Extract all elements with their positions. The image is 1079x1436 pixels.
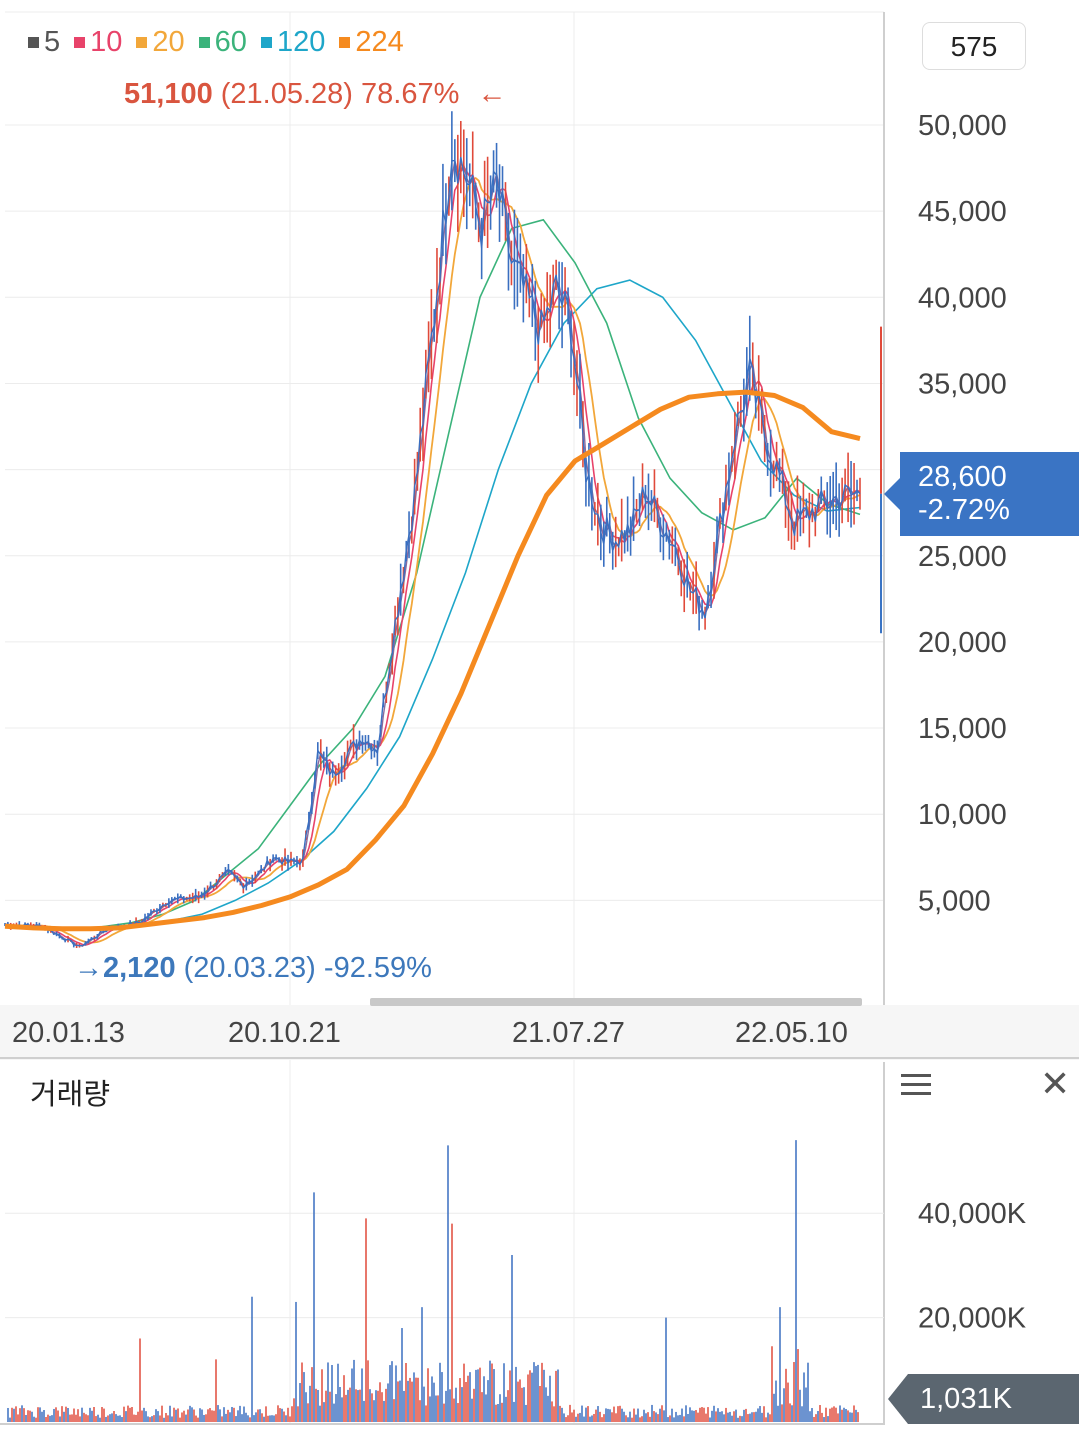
legend-item-20[interactable]: 20 [136, 26, 185, 58]
legend-swatch-icon [28, 37, 39, 48]
y-tick-label: 50,000 [918, 110, 1007, 142]
legend-label: 20 [152, 26, 185, 58]
legend-swatch-icon [74, 37, 86, 48]
legend-swatch-icon [198, 37, 210, 48]
high-annotation: 51,100 (21.05.28) 78.67% ← [124, 78, 506, 111]
low-pct: -92.59% [323, 952, 432, 984]
legend-item-224[interactable]: 224 [339, 26, 404, 58]
volume-tick-label: 40,000K [918, 1198, 1027, 1230]
high-price: 51,100 [124, 78, 213, 110]
x-tick-label: 20.10.21 [228, 1017, 341, 1049]
scrollbar [370, 998, 862, 1006]
volume-tick-label: 20,000K [918, 1303, 1027, 1335]
y-tick-label: 35,000 [918, 368, 1007, 400]
y-tick-label: 10,000 [918, 799, 1007, 831]
current-price: 28,600 [918, 461, 1007, 493]
current-change: -2.72% [918, 494, 1010, 526]
legend-item-5[interactable]: 5 [28, 26, 60, 58]
x-axis-band [0, 1005, 1079, 1060]
legend-label: 5 [44, 26, 61, 58]
ma-legend: 5 10 20 60 120 224 [28, 26, 418, 59]
left-arrow-icon: ← [477, 78, 507, 110]
legend-swatch-icon [136, 37, 148, 48]
legend-label: 120 [276, 26, 326, 58]
legend-swatch-icon [260, 37, 272, 48]
ma224-line [4, 389, 861, 932]
high-date: (21.05.28) [220, 78, 353, 110]
y-tick-label: 25,000 [918, 541, 1007, 573]
x-tick-label: 22.05.10 [735, 1017, 848, 1049]
current-volume-badge: 1,031K [888, 1374, 1079, 1424]
legend-item-120[interactable]: 120 [260, 26, 326, 58]
current-price-badge: 28,600 -2.72% [884, 452, 1079, 536]
x-tick-label: 21.07.27 [512, 1017, 625, 1049]
ma60-line [4, 218, 861, 931]
low-date: (20.03.23) [183, 952, 316, 984]
legend-swatch-icon [339, 37, 351, 48]
legend-label: 224 [355, 26, 404, 58]
ma5-line [4, 160, 860, 947]
y-tick-label: 5,000 [918, 885, 991, 917]
candle-count-box[interactable]: 575 [922, 22, 1026, 70]
price-line [4, 156, 861, 947]
legend-item-10[interactable]: 10 [74, 26, 122, 58]
ma20-line [4, 177, 861, 944]
close-icon[interactable]: ✕ [1040, 1063, 1071, 1104]
y-tick-label: 45,000 [918, 196, 1007, 228]
right-arrow-icon: → [74, 952, 103, 984]
low-price: 2,120 [103, 952, 176, 984]
y-tick-label: 15,000 [918, 713, 1007, 745]
volume-panel-title: 거래량 [30, 1079, 111, 1111]
low-annotation: →2,120 (20.03.23) -92.59% [74, 952, 432, 985]
legend-label: 60 [214, 26, 247, 58]
legend-item-60[interactable]: 60 [198, 26, 247, 58]
y-tick-label: 20,000 [918, 627, 1007, 659]
menu-icon[interactable] [901, 1074, 931, 1098]
x-tick-label: 20.01.13 [12, 1017, 125, 1049]
high-pct: 78.67% [361, 78, 460, 110]
legend-label: 10 [90, 26, 123, 58]
y-tick-label: 40,000 [918, 282, 1007, 314]
